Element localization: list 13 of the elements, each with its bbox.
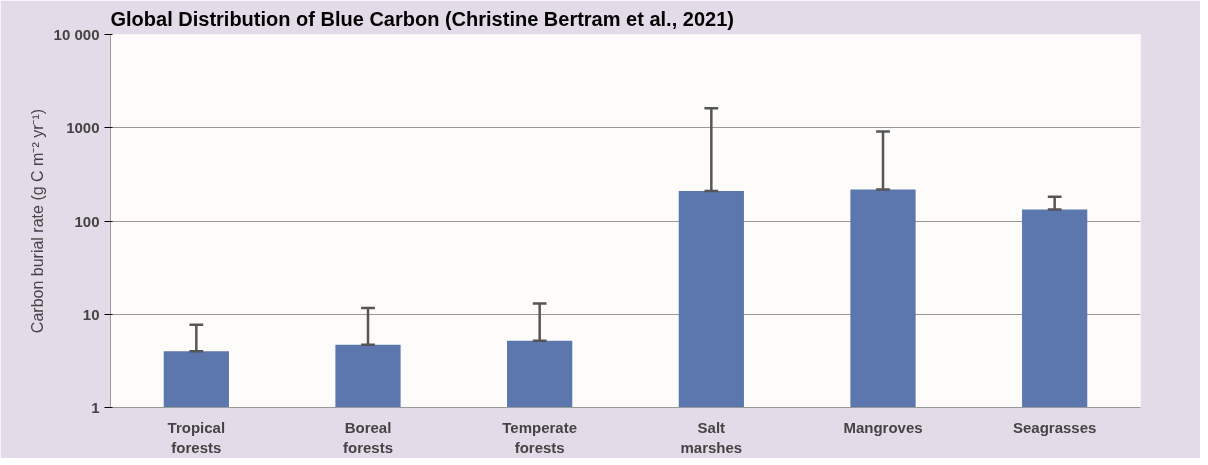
- x-tick-label: Mangroves: [843, 418, 923, 436]
- y-tick-label: 100: [74, 212, 100, 230]
- y-tick-label: 10 000: [53, 26, 100, 43]
- y-tick-label: 10: [82, 305, 100, 323]
- x-tick-label: Boreal forests: [342, 418, 394, 456]
- y-tick-label: 1000: [66, 119, 100, 137]
- y-axis-title: Carbon burial rate (g C m⁻² yr⁻¹): [28, 108, 46, 334]
- x-tick-label: Tropical forests: [167, 418, 226, 456]
- chart-title: Global Distribution of Blue Carbon (Christine Bertram et al., 2021): [110, 7, 734, 30]
- y-tick-label: 1: [91, 399, 100, 416]
- x-tick-label: Temperate forests: [502, 418, 578, 456]
- x-tick-label: Seagrasses: [1012, 418, 1097, 436]
- x-tick-label: Salt marshes: [680, 418, 743, 456]
